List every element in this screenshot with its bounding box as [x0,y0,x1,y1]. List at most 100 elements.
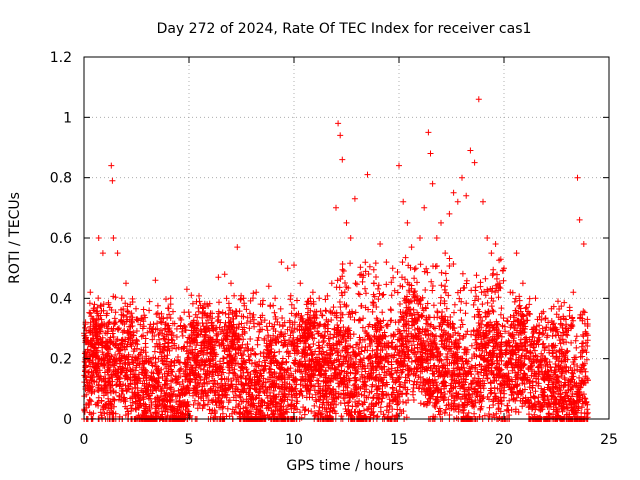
data-point [204,401,211,408]
data-point [552,361,559,367]
data-point [177,366,183,373]
data-point [515,409,522,416]
data-point [415,374,422,381]
data-point [549,350,556,357]
data-point [571,361,577,368]
data-point [356,351,363,358]
data-point [314,377,321,384]
data-point [215,372,222,379]
data-point [460,410,467,416]
data-point [430,354,437,361]
data-point [112,410,119,417]
data-point [420,401,427,408]
data-point [140,375,147,382]
data-point [403,391,410,397]
data-point [468,331,475,338]
data-point [384,358,391,365]
data-point [270,332,277,339]
data-point [554,374,561,381]
data-point [122,361,129,368]
data-point [443,402,450,409]
data-point [487,390,494,397]
data-point [484,299,491,306]
data-point [553,349,560,356]
data-point [461,388,468,395]
data-point [432,325,438,332]
data-point [173,399,180,405]
data-point [399,368,406,375]
data-point [268,381,275,388]
data-point [246,357,253,364]
data-point [417,400,424,407]
data-point [330,334,337,341]
data-point [517,336,524,343]
data-point [335,363,342,370]
data-point [206,406,213,413]
data-point [416,384,423,391]
data-point [435,373,442,380]
data-point [409,388,416,395]
data-point [173,345,180,352]
data-point [478,398,485,405]
data-point [133,328,140,334]
data-point [451,309,457,316]
data-point [389,385,396,392]
data-point [146,392,153,399]
chart-title: Day 272 of 2024, Rate Of TEC Index for r… [157,21,532,37]
data-point [169,377,176,384]
data-point [206,364,213,371]
data-point [522,305,529,312]
data-point [350,331,357,338]
data-point [504,318,511,325]
data-point [338,413,345,420]
data-point [296,391,303,398]
data-point [246,356,253,363]
data-point [410,397,417,403]
data-point [238,374,245,381]
data-point [304,298,311,305]
data-point [584,343,591,349]
data-point [471,410,478,417]
data-point [445,396,452,403]
data-point [121,360,128,367]
data-point [465,384,472,391]
data-point [497,311,504,318]
data-point [436,411,443,418]
data-point [161,335,168,342]
data-point [112,352,119,358]
data-point [149,336,156,343]
data-point [491,390,498,397]
data-point [516,302,523,309]
data-point [337,352,344,359]
data-point [379,309,386,316]
data-point [504,317,510,324]
data-point [224,405,231,412]
data-point [166,384,173,391]
data-point [443,305,450,312]
data-point [342,406,349,412]
data-point [393,412,400,419]
data-point [561,376,568,383]
data-point [498,333,505,340]
data-point [414,378,421,385]
data-point [361,407,367,414]
data-point [236,415,243,422]
data-point [348,388,355,395]
data-point [531,347,538,354]
data-point [374,413,381,420]
data-point [299,392,306,399]
data-point [220,355,227,362]
data-point [453,415,460,422]
data-point [488,303,495,310]
data-point [95,394,102,401]
data-point [506,397,513,404]
data-point [276,348,283,355]
data-point [579,340,585,347]
data-point [325,382,332,389]
data-point [227,352,234,359]
data-point [159,373,166,380]
data-point [504,402,511,409]
data-point [310,341,317,347]
data-point [583,356,590,363]
